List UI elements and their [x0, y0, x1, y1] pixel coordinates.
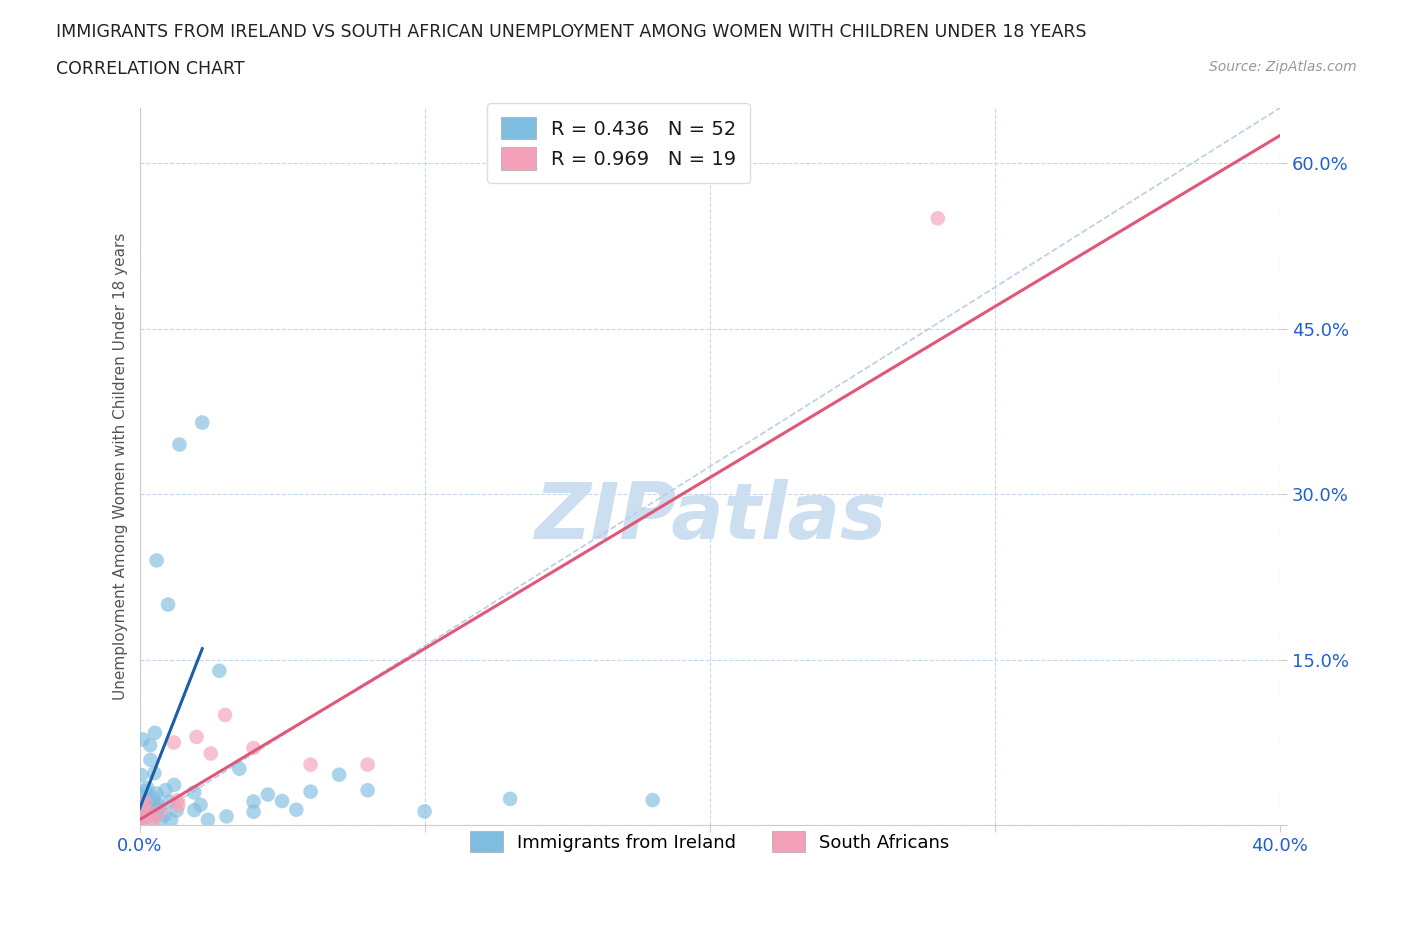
Point — [242, 804, 264, 819]
Point — [208, 663, 231, 678]
Point — [215, 809, 238, 824]
Point — [157, 597, 180, 612]
Point — [131, 812, 153, 827]
Text: CORRELATION CHART: CORRELATION CHART — [56, 60, 245, 78]
Text: ZIPatlas: ZIPatlas — [534, 479, 886, 555]
Point — [143, 765, 166, 780]
Point — [143, 725, 166, 740]
Point — [641, 792, 664, 807]
Point — [153, 807, 176, 822]
Point — [167, 798, 190, 813]
Point — [927, 211, 949, 226]
Point — [242, 740, 264, 755]
Point — [163, 777, 186, 792]
Point — [200, 746, 222, 761]
Point — [157, 794, 180, 809]
Point — [141, 811, 163, 826]
Point — [499, 791, 522, 806]
Point — [129, 803, 152, 817]
Point — [242, 794, 264, 809]
Point — [138, 806, 160, 821]
Point — [131, 767, 153, 782]
Point — [328, 767, 350, 782]
Point — [139, 800, 162, 815]
Point — [145, 786, 167, 801]
Point — [183, 803, 205, 817]
Point — [129, 811, 152, 826]
Point — [142, 812, 165, 827]
Point — [413, 804, 436, 819]
Text: Source: ZipAtlas.com: Source: ZipAtlas.com — [1209, 60, 1357, 74]
Point — [143, 801, 166, 816]
Point — [134, 795, 156, 810]
Point — [285, 803, 308, 817]
Point — [183, 785, 205, 800]
Point — [155, 783, 177, 798]
Point — [169, 437, 191, 452]
Point — [197, 812, 219, 827]
Point — [190, 797, 212, 812]
Point — [132, 800, 155, 815]
Point — [228, 762, 250, 777]
Point — [136, 780, 159, 795]
Point — [145, 553, 167, 568]
Point — [214, 708, 236, 723]
Point — [129, 812, 152, 827]
Point — [139, 752, 162, 767]
Point — [149, 812, 172, 827]
Point — [146, 801, 169, 816]
Point — [356, 757, 378, 772]
Point — [142, 790, 165, 805]
Point — [142, 807, 165, 822]
Point — [166, 804, 188, 818]
Point — [299, 757, 322, 772]
Point — [186, 729, 208, 744]
Text: IMMIGRANTS FROM IRELAND VS SOUTH AFRICAN UNEMPLOYMENT AMONG WOMEN WITH CHILDREN : IMMIGRANTS FROM IRELAND VS SOUTH AFRICAN… — [56, 23, 1087, 41]
Point — [134, 784, 156, 799]
Point — [191, 415, 214, 430]
Point — [134, 803, 156, 817]
Point — [299, 784, 322, 799]
Point — [145, 805, 167, 820]
Point — [139, 737, 162, 752]
Point — [135, 805, 157, 820]
Point — [129, 789, 152, 804]
Point — [142, 793, 165, 808]
Point — [271, 793, 294, 808]
Legend: Immigrants from Ireland, South Africans: Immigrants from Ireland, South Africans — [463, 824, 956, 859]
Point — [149, 804, 172, 819]
Point — [256, 787, 278, 802]
Point — [160, 812, 183, 827]
Point — [146, 797, 169, 812]
Point — [166, 793, 188, 808]
Point — [356, 783, 378, 798]
Point — [134, 810, 156, 825]
Point — [132, 732, 155, 747]
Point — [163, 735, 186, 750]
Y-axis label: Unemployment Among Women with Children Under 18 years: Unemployment Among Women with Children U… — [114, 232, 128, 700]
